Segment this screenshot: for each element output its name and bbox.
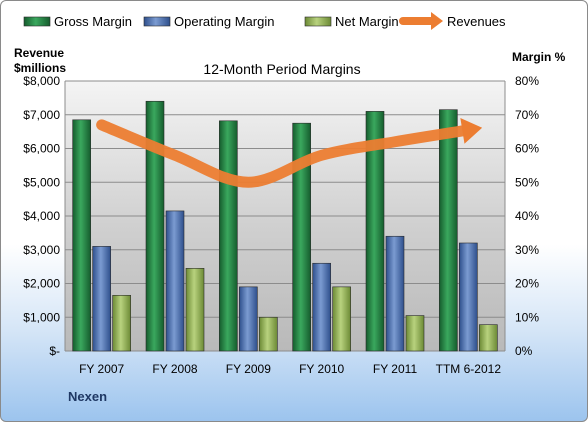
right-tick-label: 70% bbox=[515, 108, 539, 122]
category-label: FY 2009 bbox=[226, 362, 271, 376]
gross-margin-bar bbox=[219, 120, 238, 352]
right-tick-label: 30% bbox=[515, 243, 539, 257]
left-tick-label: $7,000 bbox=[23, 108, 60, 122]
left-tick-label: $- bbox=[49, 344, 60, 358]
left-tick-label: $6,000 bbox=[23, 142, 60, 156]
left-tick-label: $4,000 bbox=[23, 209, 60, 223]
left-tick-label: $2,000 bbox=[23, 277, 60, 291]
right-tick-label: 10% bbox=[515, 310, 539, 324]
operating-margin-bar bbox=[165, 210, 185, 352]
right-tick-label: 50% bbox=[515, 175, 539, 189]
net-margin-bar bbox=[332, 286, 351, 352]
gross-margin-bar bbox=[292, 122, 311, 352]
right-axis-title: Margin % bbox=[512, 50, 566, 64]
left-tick-label: $1,000 bbox=[23, 310, 60, 324]
left-tick-label: $3,000 bbox=[23, 243, 60, 257]
legend-label: Gross Margin bbox=[54, 14, 132, 29]
company-name: Nexen bbox=[68, 389, 107, 404]
gross-margin-bar bbox=[439, 109, 458, 352]
legend-swatch-revenues-arrow bbox=[431, 12, 443, 30]
right-tick-label: 60% bbox=[515, 142, 539, 156]
category-label: FY 2007 bbox=[79, 362, 124, 376]
operating-margin-bar bbox=[459, 242, 478, 352]
net-margin-bar bbox=[185, 268, 205, 352]
category-label: TTM 6-2012 bbox=[436, 362, 502, 376]
right-tick-label: 0% bbox=[515, 344, 533, 358]
revenues-line bbox=[96, 119, 474, 188]
net-margin-bar bbox=[112, 295, 131, 352]
left-axis-title: Revenue bbox=[14, 46, 64, 60]
chart-title: 12-Month Period Margins bbox=[203, 61, 360, 77]
right-tick-label: 20% bbox=[515, 277, 539, 291]
legend-swatch-operating-margin bbox=[143, 16, 171, 27]
gross-margin-bar bbox=[145, 100, 165, 352]
net-margin-bar bbox=[479, 324, 498, 352]
legend-label: Net Margin bbox=[335, 14, 399, 29]
operating-margin-bar bbox=[312, 262, 331, 352]
right-tick-label: 80% bbox=[515, 74, 539, 88]
category-label: FY 2011 bbox=[373, 362, 418, 376]
left-tick-label: $5,000 bbox=[23, 175, 60, 189]
operating-margin-bar bbox=[239, 286, 258, 352]
category-label: FY 2010 bbox=[299, 362, 344, 376]
legend-label: Revenues bbox=[447, 14, 506, 29]
gross-margin-bar bbox=[365, 111, 385, 352]
legend-swatch-net-margin bbox=[304, 16, 332, 27]
gross-margin-bar bbox=[72, 119, 91, 352]
operating-margin-bar bbox=[92, 246, 111, 352]
net-margin-bar bbox=[259, 316, 278, 352]
legend-label: Operating Margin bbox=[174, 14, 274, 29]
left-axis-title-unit: $millions bbox=[14, 61, 66, 75]
right-tick-label: 40% bbox=[515, 209, 539, 223]
legend-swatch-gross-margin bbox=[23, 16, 51, 27]
revenues-arrowhead bbox=[460, 118, 483, 144]
net-margin-bar bbox=[405, 315, 425, 352]
left-tick-label: $8,000 bbox=[23, 74, 60, 88]
operating-margin-bar bbox=[385, 235, 405, 352]
category-label: FY 2008 bbox=[152, 362, 197, 376]
